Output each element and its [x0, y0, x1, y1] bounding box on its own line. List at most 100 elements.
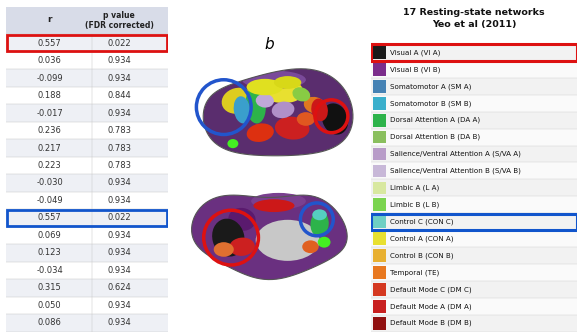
Text: -0.099: -0.099 — [36, 74, 63, 82]
FancyBboxPatch shape — [6, 139, 168, 157]
FancyBboxPatch shape — [6, 192, 168, 209]
FancyBboxPatch shape — [6, 157, 168, 174]
Text: 0.934: 0.934 — [107, 301, 131, 310]
Text: -0.030: -0.030 — [36, 179, 63, 188]
Ellipse shape — [222, 88, 253, 114]
FancyBboxPatch shape — [6, 104, 168, 122]
FancyBboxPatch shape — [373, 317, 387, 330]
Text: 0.022: 0.022 — [107, 39, 131, 48]
FancyBboxPatch shape — [371, 230, 577, 247]
Text: Default Mode B (DM B): Default Mode B (DM B) — [391, 320, 472, 326]
Ellipse shape — [310, 211, 329, 237]
Text: Dorsal Attention B (DA B): Dorsal Attention B (DA B) — [391, 134, 480, 140]
Text: 0.783: 0.783 — [107, 126, 131, 135]
FancyBboxPatch shape — [373, 215, 387, 228]
Text: Control B (CON B): Control B (CON B) — [391, 252, 454, 259]
Ellipse shape — [247, 79, 283, 95]
Ellipse shape — [256, 220, 319, 261]
FancyBboxPatch shape — [6, 69, 168, 87]
Text: 0.223: 0.223 — [38, 161, 61, 170]
Ellipse shape — [251, 193, 306, 209]
Text: Salience/Ventral Attention B (S/VA B): Salience/Ventral Attention B (S/VA B) — [391, 168, 521, 174]
Text: 0.934: 0.934 — [107, 179, 131, 188]
Text: 17 Resting-state networks
Yeo et al (2011): 17 Resting-state networks Yeo et al (201… — [403, 8, 545, 29]
Ellipse shape — [245, 87, 266, 124]
Text: Salience/Ventral Attention A (S/VA A): Salience/Ventral Attention A (S/VA A) — [391, 151, 521, 157]
FancyBboxPatch shape — [371, 44, 577, 61]
Text: 0.050: 0.050 — [38, 301, 61, 310]
Ellipse shape — [304, 97, 326, 114]
FancyBboxPatch shape — [371, 196, 577, 213]
Ellipse shape — [275, 117, 310, 140]
Text: 0.188: 0.188 — [38, 91, 62, 100]
Polygon shape — [203, 69, 353, 156]
Ellipse shape — [212, 219, 244, 257]
Text: 0.934: 0.934 — [107, 74, 131, 82]
Text: 0.086: 0.086 — [38, 318, 62, 327]
FancyBboxPatch shape — [373, 232, 387, 245]
FancyBboxPatch shape — [373, 97, 387, 110]
Text: 0.783: 0.783 — [107, 161, 131, 170]
FancyBboxPatch shape — [371, 95, 577, 112]
FancyBboxPatch shape — [371, 247, 577, 264]
Text: Visual B (VI B): Visual B (VI B) — [391, 66, 441, 73]
FancyBboxPatch shape — [373, 283, 387, 296]
Text: 0.022: 0.022 — [107, 213, 131, 222]
FancyBboxPatch shape — [373, 148, 387, 160]
Text: -0.017: -0.017 — [36, 109, 63, 118]
FancyBboxPatch shape — [6, 297, 168, 314]
FancyBboxPatch shape — [373, 114, 387, 127]
Text: 0.123: 0.123 — [38, 249, 61, 257]
FancyBboxPatch shape — [6, 262, 168, 279]
FancyBboxPatch shape — [6, 7, 168, 34]
Ellipse shape — [256, 94, 274, 108]
FancyBboxPatch shape — [6, 34, 168, 52]
FancyBboxPatch shape — [373, 63, 387, 76]
FancyBboxPatch shape — [371, 162, 577, 180]
Ellipse shape — [312, 209, 327, 220]
Text: 0.934: 0.934 — [107, 56, 131, 65]
Ellipse shape — [229, 208, 255, 231]
FancyBboxPatch shape — [373, 249, 387, 262]
Ellipse shape — [229, 238, 255, 256]
Text: p value
(FDR corrected): p value (FDR corrected) — [85, 11, 154, 30]
Ellipse shape — [214, 242, 234, 257]
Ellipse shape — [274, 76, 301, 89]
Ellipse shape — [254, 75, 303, 103]
FancyBboxPatch shape — [371, 78, 577, 95]
Text: b: b — [265, 37, 274, 52]
Text: 0.217: 0.217 — [38, 143, 61, 152]
FancyBboxPatch shape — [6, 87, 168, 104]
Text: 0.934: 0.934 — [107, 249, 131, 257]
Ellipse shape — [302, 240, 319, 253]
Polygon shape — [192, 195, 347, 280]
Text: 0.844: 0.844 — [107, 91, 131, 100]
FancyBboxPatch shape — [371, 129, 577, 146]
Ellipse shape — [311, 98, 328, 121]
Text: 0.934: 0.934 — [107, 266, 131, 275]
Text: 0.315: 0.315 — [38, 283, 61, 292]
Text: Temporal (TE): Temporal (TE) — [391, 269, 440, 276]
FancyBboxPatch shape — [6, 209, 168, 227]
Text: 0.934: 0.934 — [107, 109, 131, 118]
Text: Somatomotor B (SM B): Somatomotor B (SM B) — [391, 100, 472, 107]
Text: 0.236: 0.236 — [38, 126, 62, 135]
Text: Default Mode C (DM C): Default Mode C (DM C) — [391, 286, 472, 292]
FancyBboxPatch shape — [371, 61, 577, 78]
FancyBboxPatch shape — [371, 180, 577, 196]
Ellipse shape — [254, 199, 294, 212]
FancyBboxPatch shape — [373, 80, 387, 93]
FancyBboxPatch shape — [373, 198, 387, 211]
Text: Visual A (VI A): Visual A (VI A) — [391, 49, 441, 56]
FancyBboxPatch shape — [371, 146, 577, 162]
Ellipse shape — [318, 237, 331, 248]
Text: Dorsal Attention A (DA A): Dorsal Attention A (DA A) — [391, 117, 480, 123]
FancyBboxPatch shape — [373, 131, 387, 143]
Text: 0.069: 0.069 — [38, 231, 61, 240]
Ellipse shape — [322, 104, 348, 135]
Ellipse shape — [234, 96, 250, 124]
FancyBboxPatch shape — [373, 300, 387, 313]
FancyBboxPatch shape — [371, 112, 577, 129]
Text: Default Mode A (DM A): Default Mode A (DM A) — [391, 303, 472, 310]
Text: Somatomotor A (SM A): Somatomotor A (SM A) — [391, 83, 472, 89]
